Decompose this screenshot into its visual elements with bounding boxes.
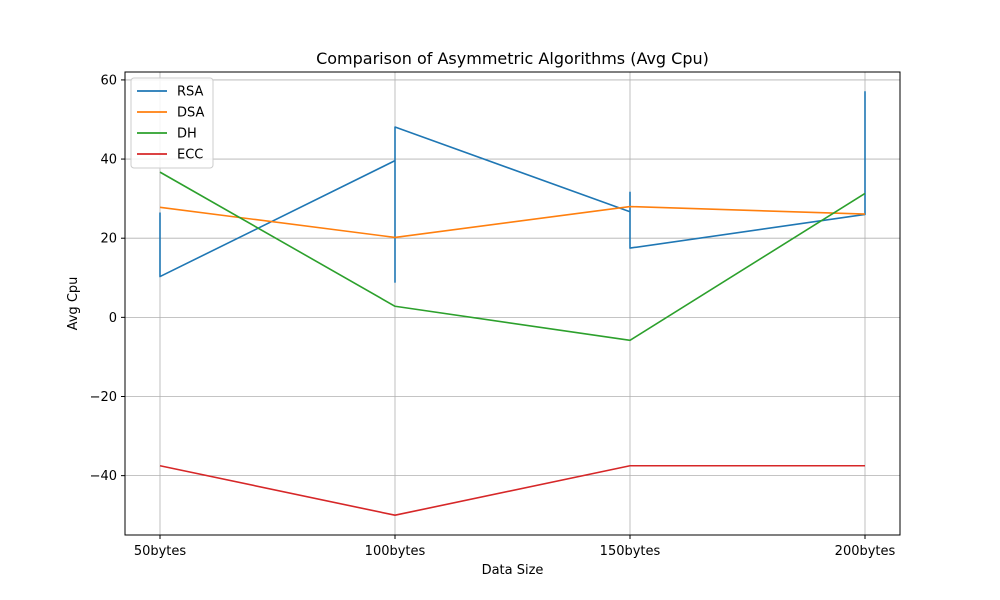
y-tick-label: 60: [100, 73, 117, 88]
x-axis-label: Data Size: [482, 563, 544, 578]
y-tick-label: 0: [109, 311, 117, 326]
x-tick-label: 200bytes: [835, 544, 896, 559]
x-tick-label: 50bytes: [134, 544, 187, 559]
series-line-dh: [159, 171, 866, 342]
x-tick-label: 100bytes: [365, 544, 426, 559]
y-axis-label: Avg Cpu: [66, 277, 81, 331]
series-layer: [159, 90, 866, 517]
legend: RSA DSA DH ECC: [130, 77, 214, 169]
chart-title: Comparison of Asymmetric Algorithms (Avg…: [316, 49, 709, 68]
y-tick-label: −20: [90, 390, 117, 405]
series-line-ecc: [159, 464, 865, 517]
series-line-rsa: [159, 90, 866, 283]
series-line-dsa: [159, 205, 866, 239]
legend-box: [130, 77, 214, 169]
x-tick-label: 150bytes: [600, 544, 661, 559]
legend-label-dh: DH: [177, 127, 197, 142]
ticks-layer: 50bytes 100bytes 150bytes 200bytes −40 −20 0 20…: [90, 73, 896, 559]
y-tick-label: −40: [90, 469, 117, 484]
y-tick-label: 40: [100, 153, 117, 168]
legend-label-ecc: ECC: [177, 148, 203, 163]
legend-label-dsa: DSA: [177, 106, 205, 121]
grid-layer: [125, 72, 900, 535]
legend-label-rsa: RSA: [177, 85, 204, 100]
y-tick-label: 20: [100, 232, 117, 247]
plot-frame: [124, 71, 901, 536]
